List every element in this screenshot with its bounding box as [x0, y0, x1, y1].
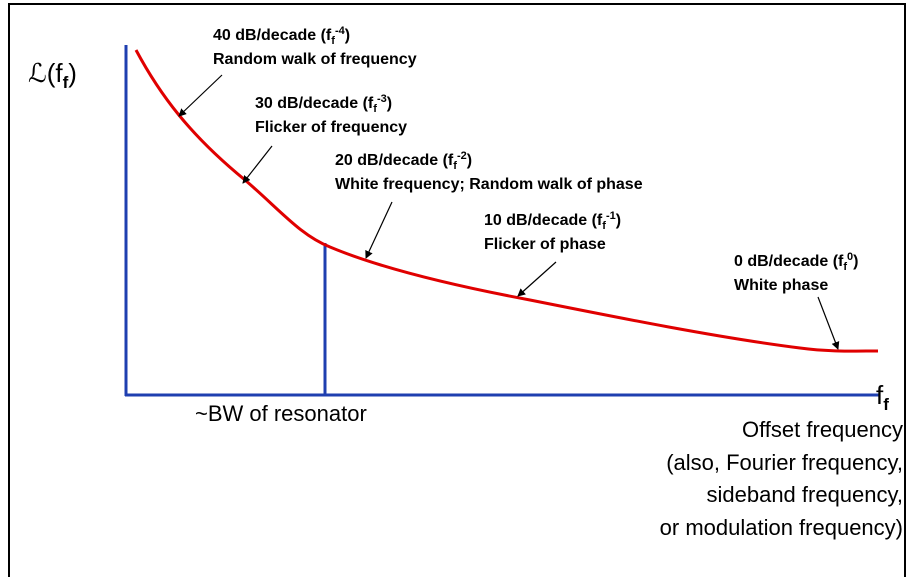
- rate-sub: f: [331, 35, 335, 47]
- annotation-rate: 30 dB/decade (ff-3): [255, 93, 392, 115]
- rate-sub: f: [373, 103, 377, 115]
- rate: 40 dB/decade (f: [213, 27, 332, 44]
- arrow: [178, 74, 223, 117]
- annotation-rate: 40 dB/decade (ff-4): [213, 25, 350, 47]
- annotation-description: White frequency; Random walk of phase: [335, 176, 643, 193]
- rate: 20 dB/decade (f: [335, 152, 454, 169]
- arrow: [517, 261, 557, 297]
- noise-curve: [134, 49, 879, 353]
- rate-sup: -4: [335, 25, 346, 37]
- rate-close: ): [467, 152, 472, 169]
- y-axis-label: ℒ(ff): [28, 58, 77, 92]
- annotation-description: Flicker of phase: [484, 236, 606, 253]
- label-sub: f: [63, 73, 69, 92]
- rate-sub: f: [453, 160, 457, 172]
- annotation-description: Random walk of frequency: [213, 51, 417, 68]
- label-close: ): [68, 58, 77, 88]
- annotation-description: Flicker of frequency: [255, 119, 407, 136]
- arrow: [817, 296, 840, 350]
- annotation-rate: 0 dB/decade (ff0): [734, 251, 858, 273]
- rate-sup: -1: [606, 210, 616, 222]
- x-description: (also, Fourier frequency,: [666, 450, 903, 475]
- label-main: f: [876, 380, 884, 410]
- rate: 10 dB/decade (f: [484, 212, 603, 229]
- arrow: [242, 145, 273, 184]
- rate-close: ): [387, 95, 392, 112]
- label-sub: f: [883, 395, 889, 414]
- rate-sub: f: [602, 220, 606, 232]
- x-description: or modulation frequency): [660, 515, 903, 540]
- bandwidth-label: ~BW of resonator: [195, 401, 367, 426]
- rate-sup: -3: [377, 93, 387, 105]
- rate-sup: 0: [847, 251, 853, 263]
- rate-sub: f: [843, 261, 847, 273]
- annotation-rate: 20 dB/decade (ff-2): [335, 150, 472, 172]
- annotation-rate: 10 dB/decade (ff-1): [484, 210, 621, 232]
- rate-sup: -2: [457, 150, 467, 162]
- rate-close: ): [853, 253, 858, 270]
- x-description: sideband frequency,: [706, 482, 903, 507]
- rate: 0 dB/decade (f: [734, 253, 844, 270]
- label-main: ℒ(f: [28, 58, 63, 88]
- x-axis-label: ff: [876, 380, 889, 414]
- arrow: [365, 201, 393, 259]
- rate-close: ): [616, 212, 621, 229]
- rate-close: ): [345, 27, 350, 44]
- frame: [8, 3, 906, 577]
- rate: 30 dB/decade (f: [255, 95, 374, 112]
- annotation-description: White phase: [734, 277, 828, 294]
- x-description: Offset frequency: [742, 417, 903, 442]
